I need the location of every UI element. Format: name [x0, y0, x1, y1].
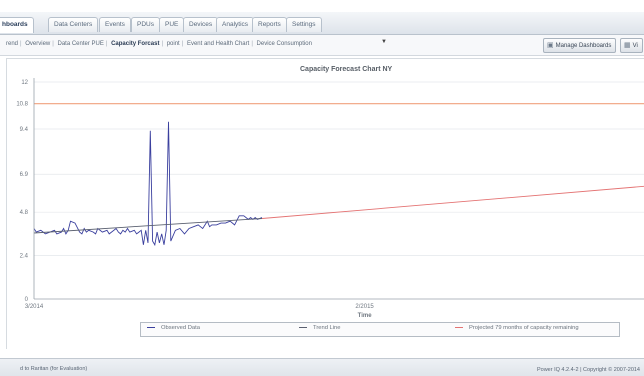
x-tick-label-1: 2/2015 — [355, 304, 374, 310]
main-tab-bar: hboards Data Centers Events PDUs PUE Dev… — [0, 12, 644, 35]
dashboard-link-device-consumption[interactable]: Device Consumption — [256, 41, 312, 47]
legend-swatch-trend — [299, 326, 307, 328]
chart-panel — [6, 58, 644, 349]
legend-label-projected: Projected 79 months of capacity remainin… — [469, 325, 579, 331]
tab-data-centers[interactable]: Data Centers — [48, 17, 99, 32]
dashboard-links: rend | Overview | Data Center PUE | Capacit… — [6, 41, 312, 47]
chevron-down-icon[interactable]: ▼ — [381, 39, 387, 45]
legend-label-trend: Trend Line — [313, 325, 341, 331]
tab-settings[interactable]: Settings — [286, 17, 322, 32]
manage-dashboards-button[interactable]: ▣ Manage Dashboards — [543, 38, 617, 53]
y-tick-label-6: 12 — [21, 80, 28, 86]
projected-line — [261, 185, 644, 219]
y-tick-label-0: 0 — [25, 297, 29, 303]
x-axis-label: Time — [358, 313, 373, 319]
y-tick-label-5: 10.8 — [16, 102, 28, 108]
tab-events[interactable]: Events — [99, 17, 131, 32]
license-text: d to Raritan (for Evaluation) — [20, 366, 88, 372]
dashboard-link-data-center-pue[interactable]: Data Center PUE — [57, 41, 104, 47]
legend-item-observed: Observed Data — [147, 325, 200, 331]
x-tick-label-0: 3/2014 — [25, 304, 44, 310]
dashboard-settings-icon: ▣ — [547, 42, 554, 49]
y-tick-label-3: 6.9 — [20, 172, 29, 178]
dashboard-link-capacity-forcast[interactable]: Capacity Forcast — [111, 41, 160, 47]
tab-dashboards[interactable]: hboards — [0, 17, 34, 33]
view-label: Vi — [632, 43, 638, 49]
view-icon: ▦ — [624, 42, 631, 49]
legend-item-projected: Projected 79 months of capacity remainin… — [455, 325, 579, 331]
dashboard-subnav: rend | Overview | Data Center PUE | Capacit… — [0, 35, 644, 56]
manage-dashboards-label: Manage Dashboards — [555, 43, 612, 49]
legend-swatch-observed — [147, 326, 155, 328]
dashboard-link-overview[interactable]: Overview — [25, 41, 51, 47]
chart-legend: Observed Data Trend Line Projected 79 mo… — [140, 322, 620, 337]
y-tick-label-1: 2.4 — [20, 254, 29, 260]
legend-label-observed: Observed Data — [161, 325, 200, 331]
legend-swatch-projected — [455, 326, 463, 328]
copyright-text: Power IQ 4.2.4-2 | Copyright © 2007-2014 — [536, 367, 640, 373]
chart-title: Capacity Forecast Chart NY — [300, 66, 393, 73]
legend-item-trend: Trend Line — [299, 325, 341, 331]
observed-data-line — [33, 121, 263, 247]
view-button[interactable]: ▦ Vi — [620, 38, 643, 53]
y-tick-label-2: 4.8 — [20, 210, 29, 216]
dashboard-link-trend[interactable]: rend — [6, 41, 19, 47]
status-footer: d to Raritan (for Evaluation) Power IQ 4… — [0, 358, 644, 376]
trend-line — [33, 218, 263, 234]
dashboard-link-point[interactable]: point — [166, 41, 180, 47]
y-tick-label-4: 9.4 — [20, 127, 29, 133]
dashboard-link-event-health-chart[interactable]: Event and Health Chart — [186, 41, 250, 47]
